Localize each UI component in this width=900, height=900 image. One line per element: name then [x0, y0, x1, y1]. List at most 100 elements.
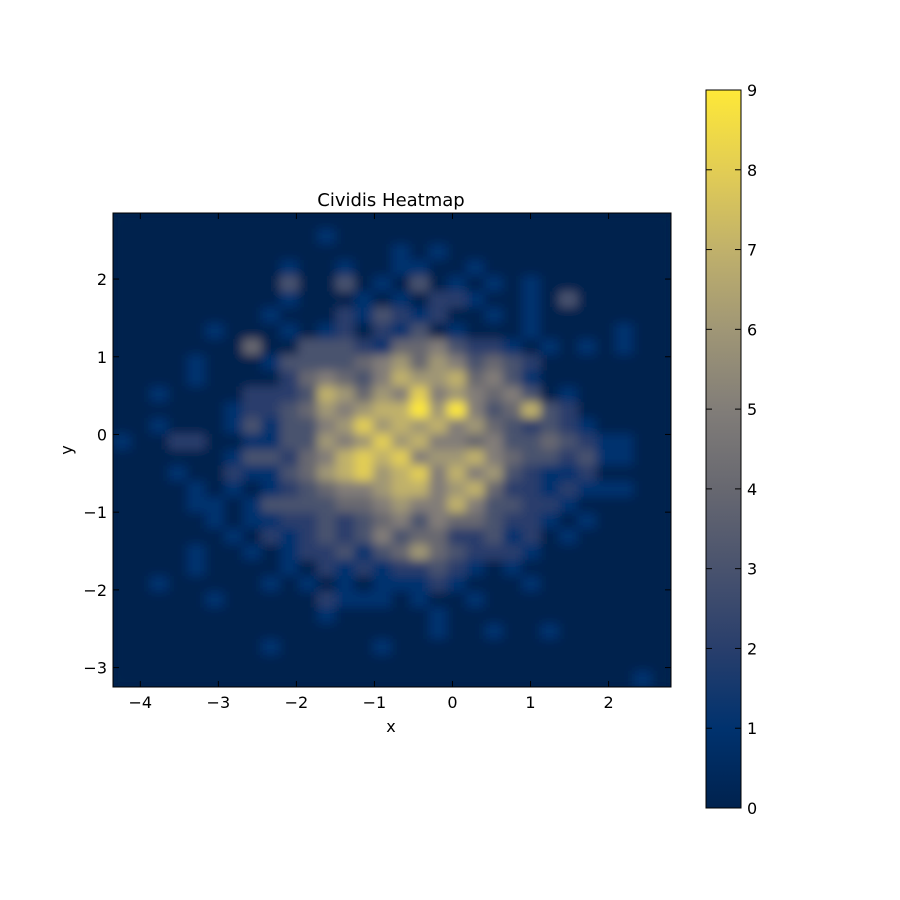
heatmap-cell — [168, 417, 188, 435]
heatmap-cell — [298, 465, 319, 483]
heatmap-cell — [577, 354, 598, 372]
heatmap-cell — [186, 449, 207, 467]
heatmap-cell — [242, 354, 263, 372]
heatmap-cell — [503, 213, 523, 230]
heatmap-cell — [317, 544, 337, 562]
heatmap-cell — [633, 433, 653, 451]
heatmap-cell — [633, 354, 653, 372]
heatmap-cell — [224, 228, 244, 246]
heatmap-cell — [224, 544, 244, 562]
heatmap-cell — [168, 275, 188, 293]
heatmap-cell — [391, 213, 412, 230]
heatmap-cell — [391, 386, 412, 404]
heatmap-cell — [317, 228, 337, 246]
heatmap-cell — [484, 528, 505, 546]
heatmap-cell — [503, 670, 523, 687]
heatmap-cell — [558, 512, 579, 530]
heatmap-cell — [317, 560, 337, 577]
heatmap-cell — [317, 528, 337, 546]
heatmap-cell — [298, 402, 319, 419]
y-tick-label: −3 — [83, 659, 107, 678]
heatmap-cell — [335, 496, 356, 514]
heatmap-cell — [205, 307, 226, 325]
heatmap-cell — [540, 244, 560, 261]
heatmap-cell — [131, 449, 151, 467]
heatmap-cell — [428, 354, 449, 372]
heatmap-cell — [372, 465, 393, 483]
heatmap-cell — [242, 275, 263, 293]
heatmap-cell — [651, 417, 671, 435]
heatmap-cell — [224, 433, 244, 451]
heatmap-cell — [335, 654, 356, 672]
heatmap-cell — [242, 591, 263, 609]
heatmap-cell — [335, 275, 356, 293]
heatmap-cell — [186, 338, 207, 356]
heatmap-cell — [614, 259, 635, 277]
heatmap-cell — [168, 623, 188, 641]
heatmap-cell — [447, 244, 467, 261]
heatmap-cell — [391, 670, 412, 687]
heatmap-cell — [596, 402, 616, 419]
heatmap-cell — [447, 323, 467, 340]
colorbar-tick-label: 3 — [747, 560, 757, 579]
heatmap-cell — [521, 544, 542, 562]
heatmap-cell — [298, 291, 319, 309]
heatmap-cell — [614, 560, 635, 577]
heatmap-cell — [391, 307, 412, 325]
heatmap-cell — [484, 402, 505, 419]
heatmap-cell — [614, 417, 635, 435]
heatmap-cell — [205, 465, 226, 483]
heatmap-cell — [279, 291, 300, 309]
heatmap-cell — [596, 338, 616, 356]
heatmap-cell — [577, 575, 598, 593]
heatmap-cell — [410, 544, 430, 562]
heatmap-cell — [521, 370, 542, 388]
heatmap-cell — [186, 259, 207, 277]
heatmap-cell — [465, 370, 486, 388]
heatmap-cell — [484, 354, 505, 372]
heatmap-cell — [242, 417, 263, 435]
heatmap-cell — [521, 449, 542, 467]
heatmap-cell — [131, 338, 151, 356]
heatmap-cell — [465, 654, 486, 672]
colorbar-tick-label: 8 — [747, 161, 757, 180]
colorbar-tick-label: 1 — [747, 719, 757, 738]
heatmap-cell — [186, 402, 207, 419]
heatmap-cell — [149, 481, 170, 498]
heatmap-cell — [484, 481, 505, 498]
colorbar-tick-label: 4 — [747, 480, 757, 499]
heatmap-cell — [261, 370, 281, 388]
heatmap-cell — [261, 465, 281, 483]
heatmap-cell — [205, 575, 226, 593]
heatmap-cell — [317, 433, 337, 451]
heatmap-cell — [447, 607, 467, 625]
colorbar-tick-label: 5 — [747, 400, 757, 419]
heatmap-cell — [651, 449, 671, 467]
heatmap-cell — [205, 512, 226, 530]
heatmap-cell — [113, 575, 133, 593]
heatmap-cell — [298, 259, 319, 277]
heatmap-cell — [484, 575, 505, 593]
heatmap-cell — [428, 607, 449, 625]
heatmap-cell — [596, 670, 616, 687]
heatmap-cell — [261, 544, 281, 562]
heatmap-cell — [521, 402, 542, 419]
heatmap-cell — [596, 433, 616, 451]
heatmap-cell — [224, 417, 244, 435]
heatmap-cell — [335, 449, 356, 467]
heatmap-cell — [149, 591, 170, 609]
heatmap-cell — [372, 323, 393, 340]
heatmap-cell — [224, 402, 244, 419]
heatmap-cell — [447, 639, 467, 656]
heatmap-cell — [614, 528, 635, 546]
heatmap-cell — [149, 654, 170, 672]
heatmap-cell — [633, 512, 653, 530]
heatmap-cell — [354, 607, 374, 625]
heatmap-cell — [521, 433, 542, 451]
heatmap-cell — [279, 323, 300, 340]
x-tick-label: −2 — [285, 693, 309, 712]
heatmap-cell — [558, 338, 579, 356]
heatmap-cell — [372, 481, 393, 498]
heatmap-cell — [372, 259, 393, 277]
heatmap-cell — [261, 512, 281, 530]
